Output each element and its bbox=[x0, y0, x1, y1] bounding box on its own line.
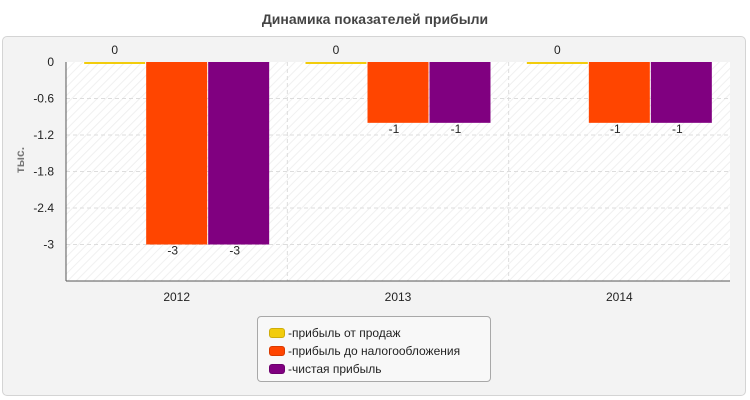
bar bbox=[367, 62, 429, 123]
bar bbox=[84, 62, 146, 64]
y-tick-label: 0 bbox=[47, 55, 54, 69]
x-tick-label: 2014 bbox=[606, 290, 633, 304]
legend-item-pretax-profit[interactable]: - прибыль до налогообложения bbox=[258, 342, 490, 360]
legend-label-sales-profit: прибыль от продаж bbox=[292, 326, 401, 340]
data-label: -1 bbox=[672, 122, 683, 136]
legend-label-prefix: - bbox=[288, 326, 292, 340]
legend: - прибыль от продаж - прибыль до налогоо… bbox=[257, 316, 491, 382]
legend-label-pretax-profit: прибыль до налогообложения bbox=[292, 344, 461, 358]
bar bbox=[588, 62, 650, 123]
data-label: -3 bbox=[167, 244, 178, 258]
legend-item-net-profit[interactable]: - чистая прибыль bbox=[258, 360, 490, 378]
x-tick-label: 2012 bbox=[163, 290, 190, 304]
legend-label-prefix: - bbox=[288, 362, 292, 376]
data-label: 0 bbox=[554, 43, 561, 57]
legend-swatch-pretax-profit bbox=[269, 346, 285, 356]
legend-label-net-profit: чистая прибыль bbox=[292, 362, 382, 376]
data-label: -3 bbox=[229, 244, 240, 258]
data-label: -1 bbox=[389, 122, 400, 136]
legend-swatch-net-profit bbox=[269, 364, 285, 374]
y-tick-label: -1.2 bbox=[33, 128, 54, 142]
x-tick-label: 2013 bbox=[385, 290, 412, 304]
legend-label-prefix: - bbox=[288, 344, 292, 358]
data-label: 0 bbox=[333, 43, 340, 57]
data-label: -1 bbox=[451, 122, 462, 136]
bar bbox=[526, 62, 588, 64]
data-label: -1 bbox=[610, 122, 621, 136]
y-tick-label: -0.6 bbox=[33, 92, 54, 106]
chart-title: Динамика показателей прибыли bbox=[261, 11, 489, 27]
bar bbox=[650, 62, 712, 123]
y-tick-label: -3 bbox=[43, 238, 54, 252]
bar bbox=[208, 62, 270, 245]
bar bbox=[429, 62, 491, 123]
legend-item-sales-profit[interactable]: - прибыль от продаж bbox=[258, 324, 490, 342]
bar bbox=[305, 62, 367, 64]
legend-swatch-sales-profit bbox=[269, 328, 285, 338]
y-tick-label: -1.8 bbox=[33, 165, 54, 179]
bar bbox=[146, 62, 208, 245]
y-tick-label: -2.4 bbox=[33, 201, 54, 215]
data-label: 0 bbox=[111, 43, 118, 57]
y-axis-label: тыс. bbox=[13, 147, 27, 173]
